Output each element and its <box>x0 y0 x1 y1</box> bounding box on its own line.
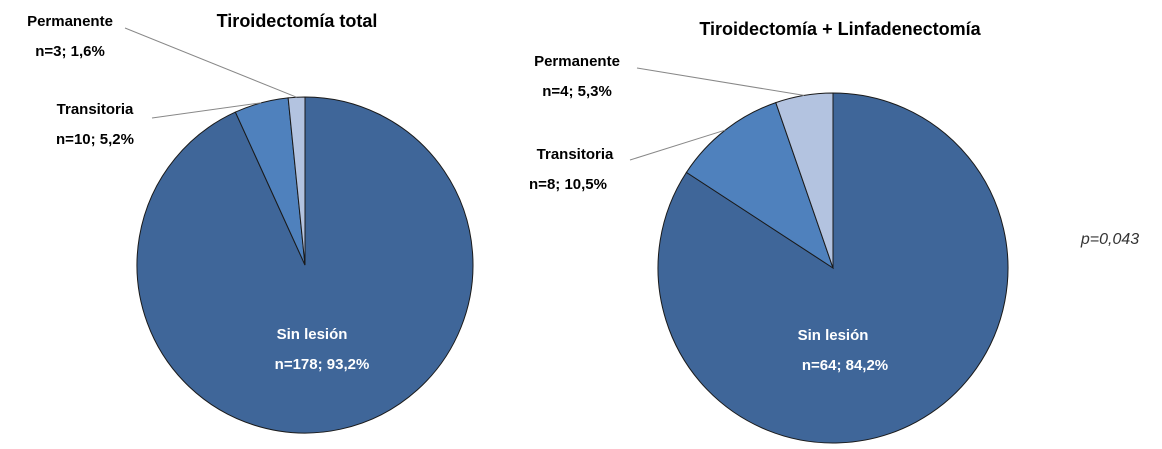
pie-slice <box>685 101 834 270</box>
value-label: n=64; 84,2% <box>802 357 888 374</box>
p-value: p=0,043 <box>1080 231 1139 248</box>
chart-title: Tiroidectomía total <box>217 11 378 31</box>
leader-line <box>124 27 297 98</box>
category-label: Sin lesión <box>277 326 348 343</box>
value-label: n=8; 10,5% <box>529 176 607 193</box>
category-label: Sin lesión <box>798 327 869 344</box>
chart-title: Tiroidectomía + Linfadenectomía <box>699 19 981 39</box>
category-label: Transitoria <box>57 101 134 118</box>
leader-line <box>151 102 262 119</box>
value-label: n=10; 5,2% <box>56 131 134 148</box>
category-label: Permanente <box>534 53 620 70</box>
leader-line <box>636 67 805 96</box>
category-label: Transitoria <box>537 146 614 163</box>
value-label: n=4; 5,3% <box>542 83 612 100</box>
value-label: n=3; 1,6% <box>35 43 105 60</box>
category-label: Permanente <box>27 13 113 30</box>
leader-line <box>629 129 726 161</box>
pie-slice <box>775 92 834 269</box>
value-label: n=178; 93,2% <box>275 356 370 373</box>
